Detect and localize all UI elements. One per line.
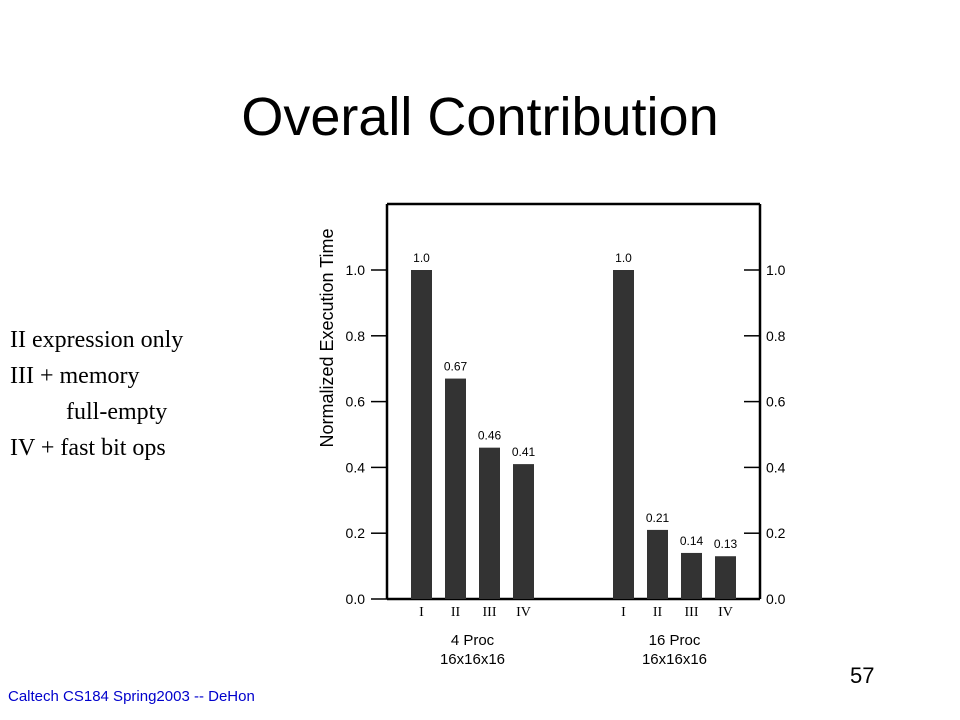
- bar: [411, 270, 432, 599]
- group-sublabel: 16x16x16: [440, 651, 505, 668]
- x-tick-label: III: [685, 605, 699, 620]
- x-tick-label: II: [653, 605, 663, 620]
- note-iv: IV + fast bit ops: [10, 435, 166, 461]
- bar: [479, 447, 500, 599]
- bar-value-label: 0.46: [478, 429, 502, 443]
- bar: [681, 552, 702, 599]
- note-iii: III + memory: [10, 363, 140, 389]
- x-tick-label: IV: [718, 605, 733, 620]
- page-number: 57: [850, 663, 875, 688]
- bar: [513, 464, 534, 599]
- x-tick-label: I: [621, 605, 626, 620]
- y-tick-label-right: 1.0: [766, 262, 786, 278]
- y-tick-label-left: 0.0: [346, 591, 366, 607]
- note-ii: II expression only: [10, 327, 184, 353]
- bar-value-label: 1.0: [413, 251, 430, 265]
- y-tick-label-right: 0.2: [766, 525, 786, 541]
- bar-value-label: 0.13: [714, 537, 738, 551]
- group-sublabel: 16x16x16: [642, 651, 707, 668]
- configuration-notes: II expression only III + memory full-emp…: [10, 322, 270, 466]
- bar-value-label: 1.0: [615, 251, 632, 265]
- bar-value-label: 0.14: [680, 534, 704, 548]
- y-tick-label-left: 0.6: [346, 394, 366, 410]
- slide-title: Overall Contribution: [241, 87, 719, 147]
- x-tick-label: I: [419, 605, 424, 620]
- bar-value-label: 0.21: [646, 511, 670, 525]
- bar: [445, 378, 466, 599]
- y-tick-label-right: 0.6: [766, 394, 786, 410]
- x-tick-label: IV: [516, 605, 531, 620]
- note-iii-continued: full-empty: [66, 399, 168, 425]
- y-tick-label-left: 0.2: [346, 525, 366, 541]
- group-label: 16 Proc: [649, 632, 701, 649]
- footer-credit: Caltech CS184 Spring2003 -- DeHon: [8, 688, 255, 705]
- y-tick-label-left: 1.0: [346, 262, 366, 278]
- y-tick-label-right: 0.8: [766, 328, 786, 344]
- x-tick-label: III: [483, 605, 497, 620]
- bar-value-label: 0.41: [512, 445, 536, 459]
- x-tick-label: II: [451, 605, 461, 620]
- bar: [715, 556, 736, 599]
- y-axis-label: Normalized Execution Time: [317, 228, 337, 447]
- y-tick-label-right: 0.4: [766, 459, 786, 475]
- y-tick-label-left: 0.8: [346, 328, 366, 344]
- bar-value-label: 0.67: [444, 360, 468, 374]
- group-label: 4 Proc: [451, 632, 495, 649]
- y-tick-label-right: 0.0: [766, 591, 786, 607]
- y-tick-label-left: 0.4: [346, 459, 366, 475]
- bar: [613, 270, 634, 599]
- bar: [647, 529, 668, 599]
